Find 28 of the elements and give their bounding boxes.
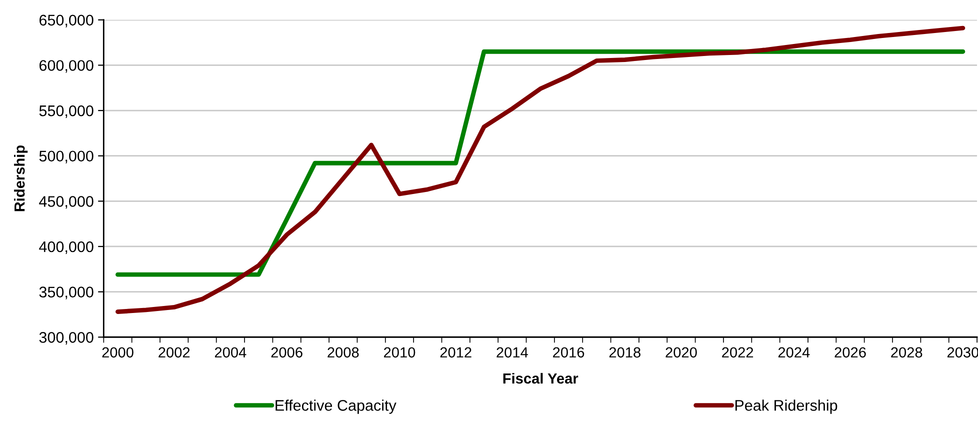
x-tick-label: 2000 bbox=[102, 347, 134, 358]
legend-label: Peak Ridership bbox=[735, 400, 838, 414]
y-tick-label: 450,000 bbox=[39, 196, 94, 209]
x-tick-label: 2002 bbox=[158, 347, 190, 358]
x-tick-label: 2020 bbox=[666, 347, 697, 358]
x-tick-label: 2006 bbox=[271, 347, 302, 358]
x-tick-label: 2012 bbox=[440, 347, 472, 358]
y-tick-label: 650,000 bbox=[40, 14, 94, 28]
x-tick-label: 2004 bbox=[214, 347, 246, 358]
line-series bbox=[116, 26, 966, 314]
legend-label: Effective Capacity bbox=[276, 400, 396, 414]
x-tick-label: 2016 bbox=[553, 347, 584, 358]
x-tick-label: 2024 bbox=[778, 347, 810, 358]
x-tick-label: 2014 bbox=[496, 347, 528, 358]
y-tick-label: 350,000 bbox=[39, 286, 94, 300]
x-tick-label: 2022 bbox=[722, 347, 754, 358]
x-axis-title: Fiscal Year bbox=[503, 372, 578, 384]
y-tick-label: 600,000 bbox=[40, 60, 94, 73]
x-tick-label: 2028 bbox=[891, 347, 922, 358]
y-axis-title: Ridership bbox=[14, 145, 28, 212]
x-tick-label: 2010 bbox=[384, 347, 416, 358]
y-tick-label: 300,000 bbox=[39, 332, 94, 345]
x-tick-label: 2018 bbox=[609, 347, 640, 358]
x-tick-label: 2026 bbox=[834, 347, 866, 358]
y-tick-label: 550,000 bbox=[39, 105, 94, 118]
y-tick-label: 400,000 bbox=[39, 241, 94, 254]
y-tick-label: 500,000 bbox=[39, 150, 94, 164]
x-tick-label: 2008 bbox=[328, 347, 359, 358]
